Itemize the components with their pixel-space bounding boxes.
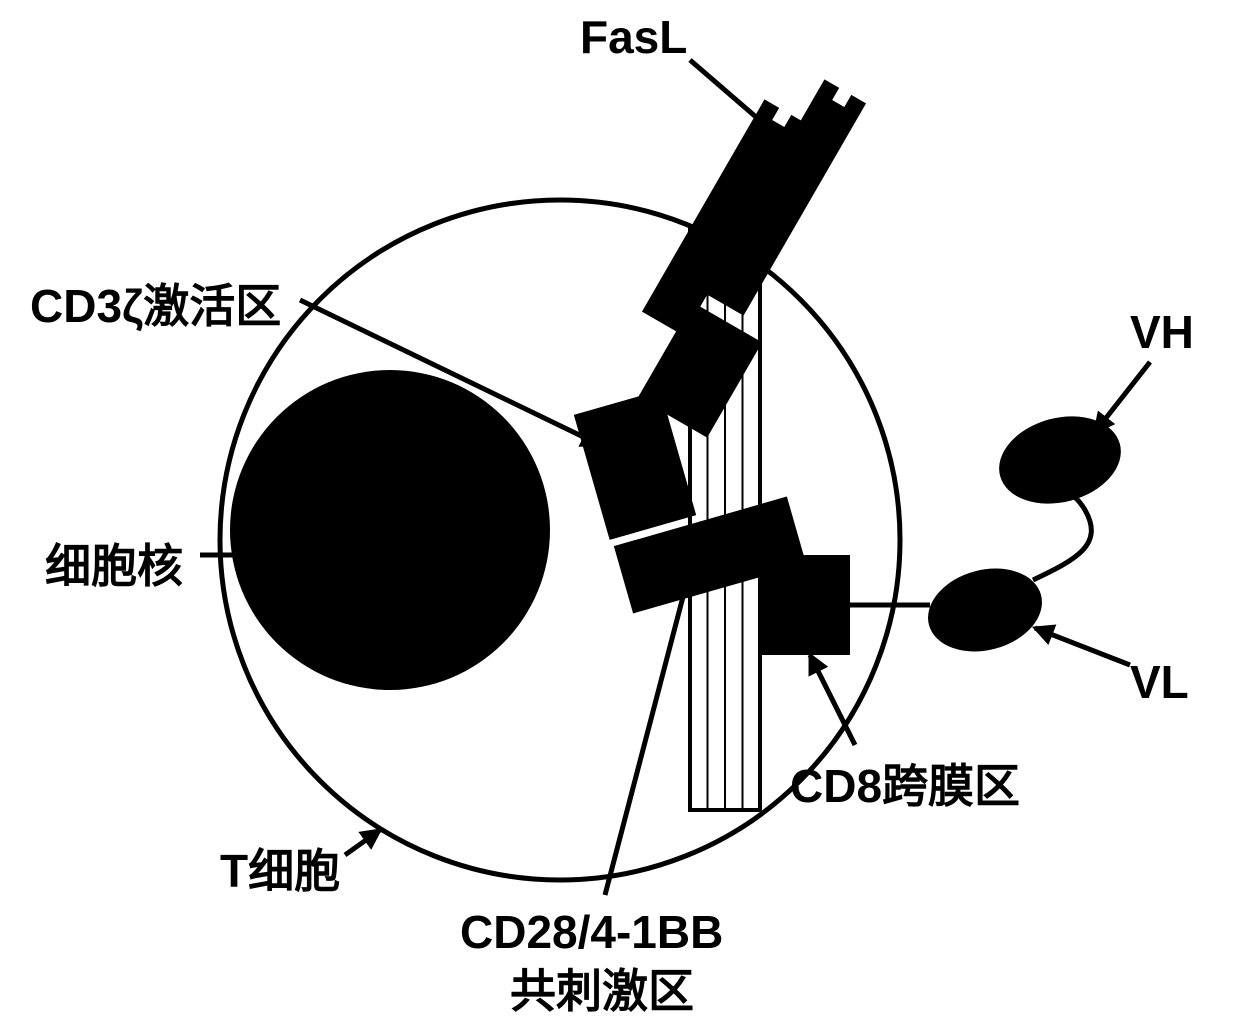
car-t-cell-diagram (0, 0, 1240, 1019)
label-costim-line2: 共刺激区 (510, 955, 694, 1021)
label-nucleus: 细胞核 (45, 530, 183, 596)
label-costim-line1: CD28/4-1BB (460, 905, 723, 959)
label-tcell: T细胞 (220, 835, 340, 901)
label-vl: VL (1130, 655, 1189, 709)
label-cd8tm: CD8跨膜区 (790, 750, 1020, 816)
label-cd3zeta: CD3ζ激活区 (30, 270, 281, 336)
label-fasl: FasL (580, 10, 687, 64)
label-vh: VH (1130, 305, 1194, 359)
